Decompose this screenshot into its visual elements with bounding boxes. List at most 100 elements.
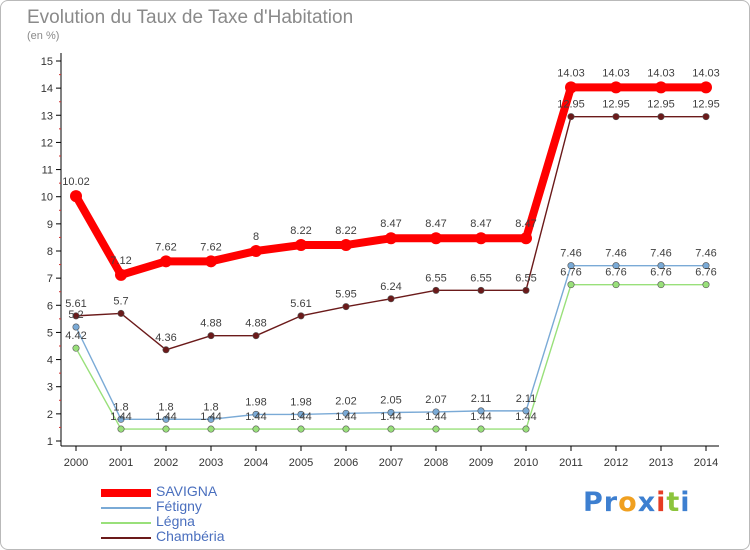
x-tick-label: 2014 (694, 457, 718, 469)
legend-swatch-savigna (101, 489, 151, 497)
data-label: 6.24 (380, 281, 401, 293)
x-tick-label: 2000 (64, 457, 88, 469)
y-tick-label: 12 (41, 137, 53, 149)
data-point (700, 81, 712, 94)
data-point (477, 407, 485, 415)
data-point (117, 415, 125, 423)
data-label: 1.8 (158, 401, 173, 413)
x-tick-label: 2010 (514, 457, 538, 469)
data-point (162, 415, 170, 423)
legend-item-savigna: SAVIGNA (101, 483, 361, 500)
y-tick-label: 1 (47, 436, 53, 448)
data-point (72, 312, 80, 320)
data-point (657, 281, 665, 289)
data-point (342, 409, 350, 417)
data-label: 5.61 (290, 298, 311, 310)
data-label: 14.03 (692, 67, 720, 79)
data-label: 1.44 (290, 411, 311, 423)
y-tick-label: 3 (47, 382, 53, 394)
x-tick-label: 2013 (649, 457, 673, 469)
data-label: 2.11 (516, 393, 537, 405)
y-tick-label: 4 (47, 355, 53, 367)
data-label: 10.02 (62, 176, 90, 188)
data-point (657, 113, 665, 121)
data-point (477, 286, 485, 294)
legend-label-fetigny: Fétigny (156, 498, 202, 514)
data-label: 1.44 (110, 411, 131, 423)
data-point (565, 81, 577, 94)
proxiti-logo: Proxiti (583, 487, 691, 518)
data-point (657, 262, 665, 270)
data-point (385, 232, 397, 245)
data-point (72, 323, 80, 331)
data-label: 7.46 (605, 248, 626, 260)
data-point (522, 407, 530, 415)
x-tick-label: 2011 (559, 457, 583, 469)
data-label: 8.22 (335, 225, 356, 237)
data-point (207, 332, 215, 340)
x-tick-label: 2005 (289, 457, 313, 469)
data-label: 8.47 (515, 218, 536, 230)
data-point (702, 113, 710, 121)
data-point (655, 81, 667, 94)
data-point (567, 113, 575, 121)
data-point (342, 425, 350, 433)
data-label: 1.44 (200, 411, 221, 423)
data-label: 6.76 (605, 267, 626, 279)
data-point (295, 239, 307, 252)
data-point (70, 190, 82, 203)
data-label: 8.47 (425, 218, 446, 230)
data-point (160, 255, 172, 268)
data-label: 7.62 (155, 241, 176, 253)
data-point (115, 268, 127, 281)
data-point (250, 245, 262, 257)
data-point (207, 425, 215, 433)
legend-swatch-legna (101, 522, 151, 524)
data-point (567, 262, 575, 270)
data-label: 5.2 (68, 309, 83, 321)
data-point (252, 410, 260, 418)
x-tick-label: 2003 (199, 457, 223, 469)
data-label: 5.95 (335, 289, 356, 301)
data-point (610, 81, 622, 94)
chart-legend: SAVIGNA Fétigny Légna Chambéria (101, 483, 361, 545)
data-label: 12.95 (647, 99, 675, 111)
data-point (520, 232, 532, 245)
data-point (297, 312, 305, 320)
data-label: 1.44 (245, 411, 266, 423)
x-tick-label: 2001 (109, 457, 133, 469)
data-label: 4.88 (200, 318, 221, 330)
data-point (297, 425, 305, 433)
y-tick-label: 11 (42, 165, 53, 177)
data-point (387, 408, 395, 416)
y-tick-label: 10 (41, 192, 53, 204)
data-label: 6.76 (695, 267, 716, 279)
data-label: 7.62 (200, 241, 221, 253)
data-label: 12.95 (692, 99, 720, 111)
data-label: 14.03 (602, 67, 630, 79)
data-point (252, 425, 260, 433)
data-point (432, 425, 440, 433)
legend-swatch-chamberia (101, 537, 151, 539)
x-tick-label: 2002 (154, 457, 178, 469)
data-point (702, 262, 710, 270)
data-point (702, 281, 710, 289)
data-point (252, 332, 260, 340)
x-tick-label: 2008 (424, 457, 448, 469)
data-label: 6.55 (515, 272, 536, 284)
logo-letter: o (618, 487, 638, 518)
data-label: 2.05 (380, 395, 401, 407)
data-point (612, 281, 620, 289)
data-label: 7.12 (110, 255, 131, 267)
data-point (297, 410, 305, 418)
data-label: 14.03 (557, 67, 585, 79)
y-tick-label: 9 (47, 219, 53, 231)
data-point (432, 286, 440, 294)
data-label: 6.55 (425, 272, 446, 284)
legend-item-legna: Légna (101, 513, 361, 530)
data-point (477, 425, 485, 433)
data-point (522, 425, 530, 433)
x-tick-label: 2012 (604, 457, 628, 469)
data-label: 4.88 (245, 318, 266, 330)
